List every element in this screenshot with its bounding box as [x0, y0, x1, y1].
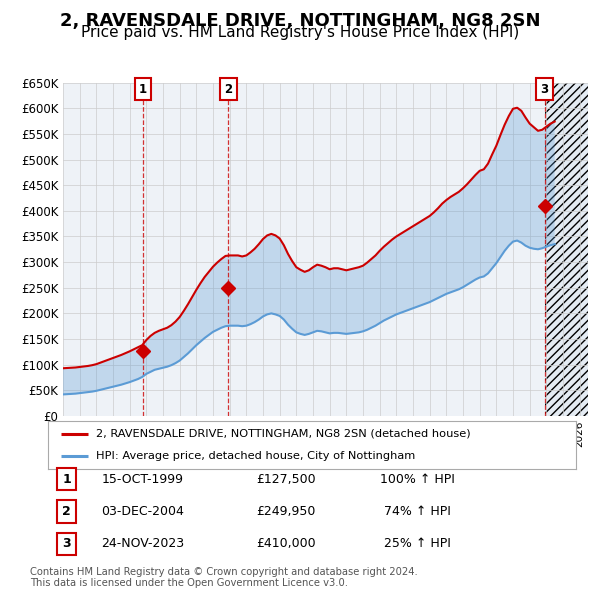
Text: 3: 3 [541, 83, 549, 96]
Text: £249,950: £249,950 [256, 505, 315, 518]
Bar [545, 83, 588, 416]
Text: 3: 3 [62, 537, 71, 550]
Text: Contains HM Land Registry data © Crown copyright and database right 2024.
This d: Contains HM Land Registry data © Crown c… [30, 566, 418, 588]
Text: £410,000: £410,000 [256, 537, 316, 550]
Text: 15-OCT-1999: 15-OCT-1999 [102, 473, 184, 486]
Text: 1: 1 [139, 83, 147, 96]
Text: 2, RAVENSDALE DRIVE, NOTTINGHAM, NG8 2SN (detached house): 2, RAVENSDALE DRIVE, NOTTINGHAM, NG8 2SN… [95, 429, 470, 439]
Text: 1: 1 [62, 473, 71, 486]
Text: 100% ↑ HPI: 100% ↑ HPI [380, 473, 455, 486]
Text: 74% ↑ HPI: 74% ↑ HPI [384, 505, 451, 518]
Text: 24-NOV-2023: 24-NOV-2023 [101, 537, 185, 550]
Text: 2: 2 [62, 505, 71, 518]
Text: HPI: Average price, detached house, City of Nottingham: HPI: Average price, detached house, City… [95, 451, 415, 461]
Text: £127,500: £127,500 [256, 473, 316, 486]
Text: 2: 2 [224, 83, 232, 96]
Text: 25% ↑ HPI: 25% ↑ HPI [384, 537, 451, 550]
Text: 2, RAVENSDALE DRIVE, NOTTINGHAM, NG8 2SN: 2, RAVENSDALE DRIVE, NOTTINGHAM, NG8 2SN [60, 12, 540, 30]
Text: Price paid vs. HM Land Registry's House Price Index (HPI): Price paid vs. HM Land Registry's House … [81, 25, 519, 40]
Text: 03-DEC-2004: 03-DEC-2004 [101, 505, 184, 518]
